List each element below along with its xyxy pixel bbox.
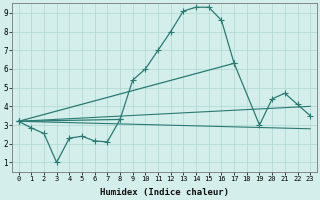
X-axis label: Humidex (Indice chaleur): Humidex (Indice chaleur): [100, 188, 229, 197]
